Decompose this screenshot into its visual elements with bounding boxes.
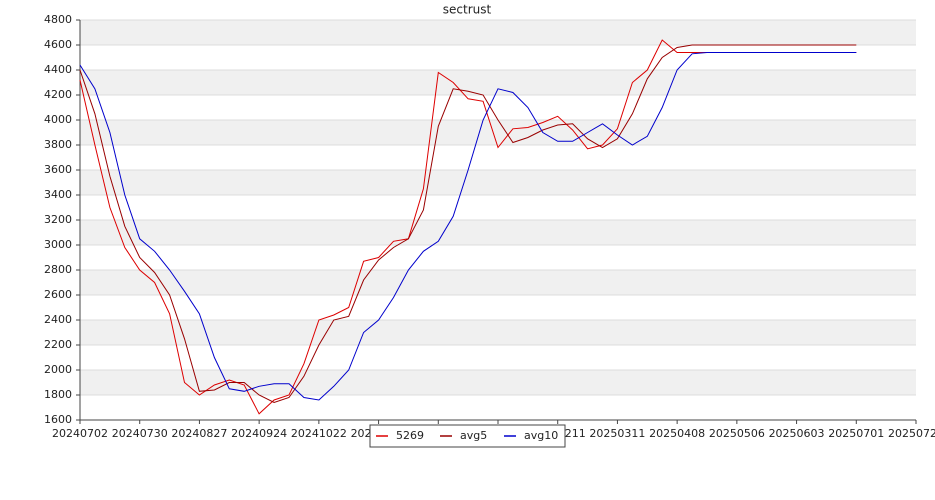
grid-band xyxy=(80,320,916,345)
legend-box xyxy=(369,424,566,448)
grid-band xyxy=(80,120,916,145)
y-tick-label: 2600 xyxy=(44,288,72,301)
grid-band xyxy=(80,170,916,195)
y-tick-label: 3600 xyxy=(44,163,72,176)
x-tick-label: 20250506 xyxy=(709,427,765,440)
y-tick-label: 4800 xyxy=(44,13,72,26)
grid-band xyxy=(80,220,916,245)
y-tick-label: 4000 xyxy=(44,113,72,126)
x-tick-label: 20250729 xyxy=(888,427,935,440)
chart-title: sectrust xyxy=(443,3,492,17)
x-tick-label: 20250603 xyxy=(769,427,825,440)
grid-band xyxy=(80,270,916,295)
grid-band xyxy=(80,20,916,45)
legend-label: avg5 xyxy=(460,429,487,442)
series-line xyxy=(79,52,857,401)
y-tick-label: 4600 xyxy=(44,38,72,51)
y-tick-label: 3000 xyxy=(44,238,72,251)
y-tick-label: 2000 xyxy=(44,363,72,376)
y-tick-label: 4200 xyxy=(44,88,72,101)
x-tick-label: 20240730 xyxy=(112,427,168,440)
y-tick-label: 2200 xyxy=(44,338,72,351)
y-tick-label: 3800 xyxy=(44,138,72,151)
x-tick-label: 20241022 xyxy=(291,427,347,440)
x-tick-label: 20250701 xyxy=(828,427,884,440)
x-tick-label: 20250311 xyxy=(589,427,645,440)
x-tick-label: 20250408 xyxy=(649,427,705,440)
legend-label: 5269 xyxy=(396,429,424,442)
y-tick-label: 2800 xyxy=(44,263,72,276)
legend-label: avg10 xyxy=(524,429,558,442)
x-tick-label: 20240702 xyxy=(52,427,108,440)
grid-band xyxy=(80,70,916,95)
y-tick-label: 3200 xyxy=(44,213,72,226)
y-tick-label: 3400 xyxy=(44,188,72,201)
x-tick-label: 20240924 xyxy=(231,427,287,440)
grid-band xyxy=(80,370,916,395)
series-line xyxy=(79,44,857,404)
y-tick-label: 1600 xyxy=(44,413,72,426)
legend: 5269 avg5 avg10 xyxy=(369,424,566,448)
y-tick-label: 4400 xyxy=(44,63,72,76)
y-tick-label: 2400 xyxy=(44,313,72,326)
x-tick-label: 20240827 xyxy=(171,427,227,440)
y-tick-label: 1800 xyxy=(44,388,72,401)
